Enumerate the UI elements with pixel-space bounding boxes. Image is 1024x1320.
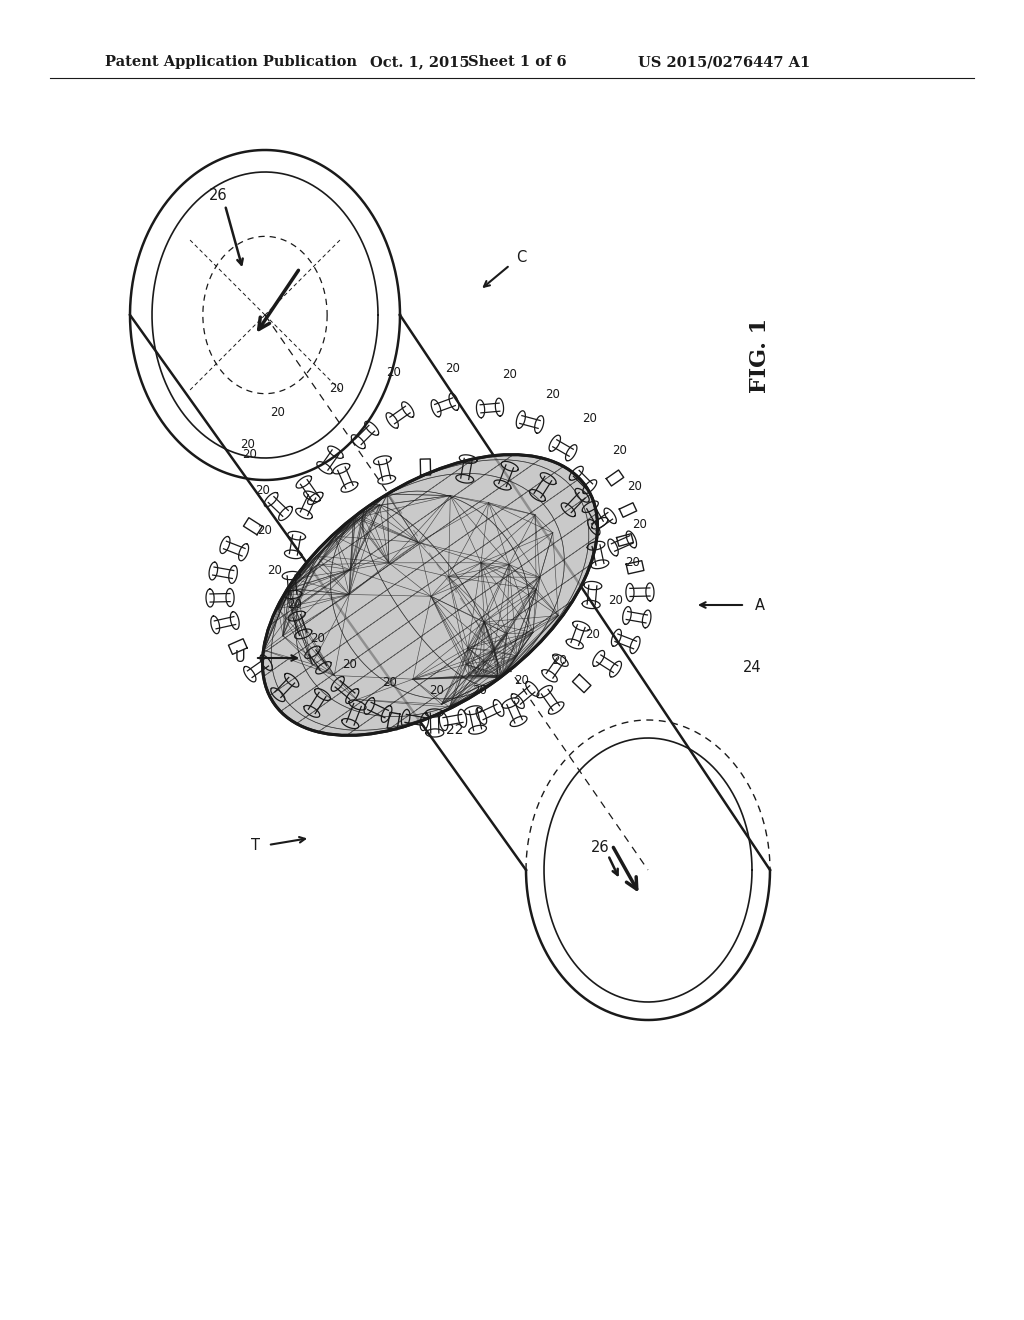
Text: 20: 20 (258, 524, 272, 536)
Text: 24: 24 (742, 660, 761, 676)
Text: 20: 20 (608, 594, 624, 606)
Text: 20: 20 (612, 444, 628, 457)
Text: Patent Application Publication: Patent Application Publication (105, 55, 357, 69)
Text: 22: 22 (446, 723, 464, 737)
Text: Sheet 1 of 6: Sheet 1 of 6 (468, 55, 566, 69)
Text: 20: 20 (586, 628, 600, 642)
Text: 26: 26 (209, 187, 227, 202)
Text: 20: 20 (546, 388, 560, 401)
Text: 20: 20 (243, 449, 257, 462)
Text: 20: 20 (256, 483, 270, 496)
Text: FIG. 1: FIG. 1 (749, 317, 771, 392)
Text: 20: 20 (267, 564, 283, 577)
Text: 20: 20 (429, 684, 444, 697)
Text: 20: 20 (503, 367, 517, 380)
Text: 20: 20 (241, 438, 255, 451)
Text: US 2015/0276447 A1: US 2015/0276447 A1 (638, 55, 810, 69)
Text: 20: 20 (628, 480, 642, 494)
Text: 20: 20 (288, 598, 302, 611)
Text: 20: 20 (387, 366, 401, 379)
Text: 20: 20 (270, 407, 286, 420)
Text: 20: 20 (330, 381, 344, 395)
Text: 26: 26 (591, 841, 609, 855)
Text: 20: 20 (472, 684, 487, 697)
Text: 20: 20 (445, 362, 461, 375)
Text: 20: 20 (343, 659, 357, 672)
Text: Oct. 1, 2015: Oct. 1, 2015 (370, 55, 470, 69)
Text: 20: 20 (626, 557, 640, 569)
Text: T: T (251, 837, 260, 853)
Ellipse shape (262, 454, 598, 735)
Text: 20: 20 (553, 653, 567, 667)
Text: 20: 20 (583, 412, 597, 425)
Text: C: C (516, 251, 526, 265)
Text: 20: 20 (515, 673, 529, 686)
Text: 20: 20 (383, 676, 397, 689)
Text: 20: 20 (633, 519, 647, 532)
Text: U: U (234, 651, 245, 665)
Text: A: A (755, 598, 765, 612)
Text: 20: 20 (310, 631, 326, 644)
